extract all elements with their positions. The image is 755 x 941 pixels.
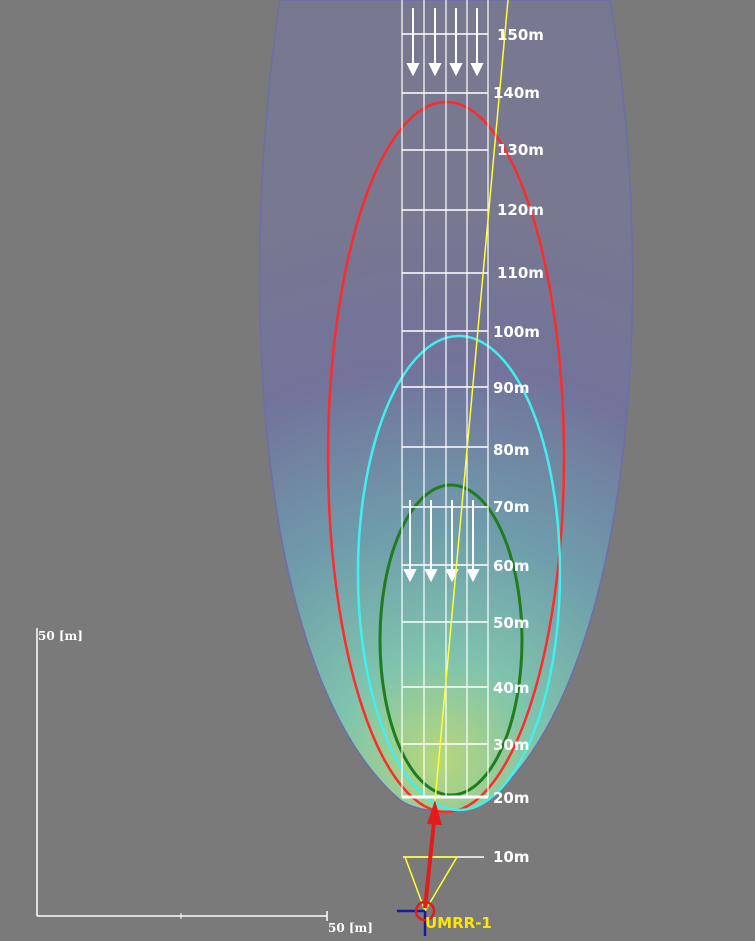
distance-label-50m: 50m [493, 614, 530, 632]
sensor-marker[interactable] [397, 900, 436, 936]
distance-label-150m: 150m [497, 26, 544, 44]
distance-label-80m: 80m [493, 441, 530, 459]
distance-label-90m: 90m [493, 379, 530, 397]
distance-label-70m: 70m [493, 498, 530, 516]
traffic-direction-arrows-near [403, 500, 480, 583]
distance-label-140m: 140m [493, 84, 540, 102]
lane-grid [401, 0, 489, 797]
distance-label-60m: 60m [493, 557, 530, 575]
distance-label-100m: 100m [493, 323, 540, 341]
sensor-heading-line [424, 0, 509, 912]
distance-label-20m: 20m [493, 789, 530, 807]
cyan-detection-zone [356, 334, 562, 812]
sensor-direction-arrow [423, 800, 442, 909]
distance-label-10m: 10m [493, 848, 530, 866]
distance-label-120m: 120m [497, 201, 544, 219]
green-detection-zone [378, 483, 524, 797]
scale-bar-horizontal-label: 50 [m] [328, 921, 373, 935]
distance-label-40m: 40m [493, 679, 530, 697]
distance-label-130m: 130m [497, 141, 544, 159]
scale-bar-vertical-label: 50 [m] [38, 629, 83, 643]
traffic-direction-arrows-far [406, 8, 484, 77]
distance-label-110m: 110m [497, 264, 544, 282]
scale-bar: 50 [m] 50 [m] [36, 628, 373, 935]
distance-label-30m: 30m [493, 736, 530, 754]
distance-labels: 10m 20m 30m 40m 50m 60m 70m 80m 90m 100m… [493, 26, 544, 866]
sensor-name-label: UMRR-1 [425, 914, 492, 932]
